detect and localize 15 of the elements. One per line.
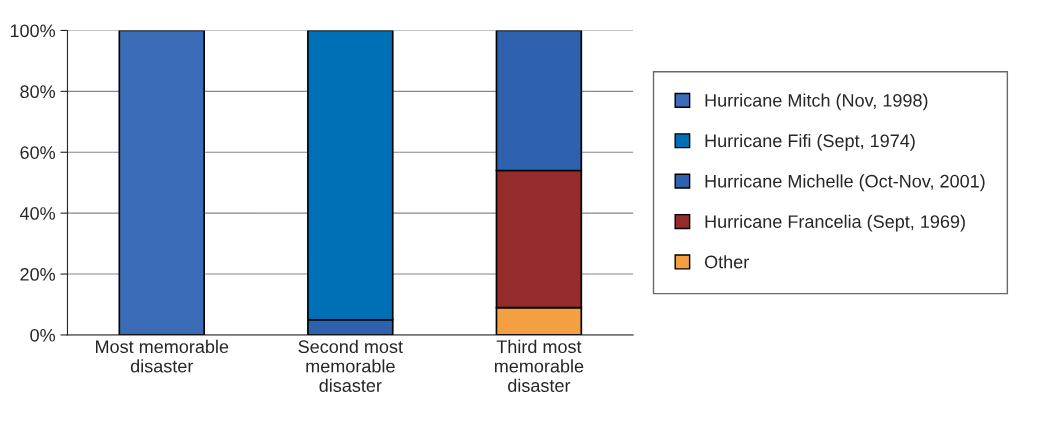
legend-label: Hurricane Michelle (Oct-Nov, 2001) — [705, 174, 985, 192]
y-tick-label: 100% — [10, 24, 56, 38]
x-tick-label: Second most memorable disaster — [298, 339, 403, 392]
y-tick-label: 80% — [20, 85, 56, 99]
legend-label: Hurricane Fifi (Sept, 1974) — [705, 133, 915, 151]
y-tick-label: 0% — [30, 328, 56, 342]
legend-label: Hurricane Mitch (Nov, 1998) — [705, 93, 928, 111]
y-tick-label: 20% — [20, 267, 56, 281]
y-tick-label: 40% — [19, 207, 56, 220]
legend-label: Hurricane Francelia (Sept, 1969) — [705, 214, 965, 232]
legend-label: Other — [704, 255, 749, 269]
bar — [118, 30, 206, 335]
x-tick-label: Third most memorable disaster — [494, 339, 584, 392]
x-tick-label: Most memorable disaster — [96, 339, 229, 373]
y-tick-label: 60% — [20, 146, 56, 159]
